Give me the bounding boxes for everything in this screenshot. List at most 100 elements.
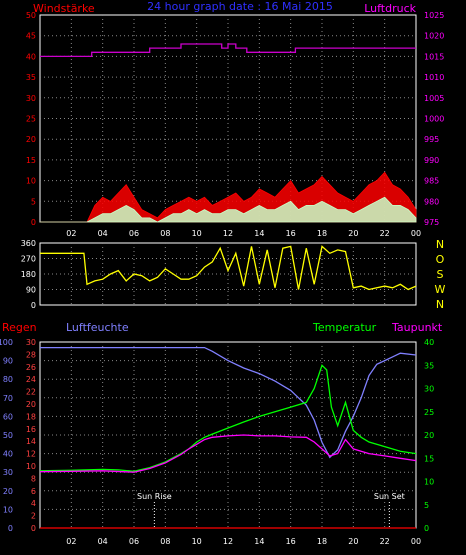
x-tick-label: 14 (254, 229, 264, 238)
temperature-axis-label: Temperatur (312, 321, 377, 334)
wind-tick-label: 50 (26, 11, 36, 20)
temperature-tick-label: 0 (424, 524, 429, 533)
pressure-tick-label: 990 (424, 156, 439, 165)
rain-tick-label: 24 (26, 375, 36, 384)
x-tick-label: 14 (254, 537, 264, 546)
humidity-tick-label: 60 (3, 412, 13, 421)
wind-axis-label: Windstärke (33, 2, 95, 15)
rain-tick-label: 30 (26, 338, 36, 347)
rain-tick-label: 28 (26, 350, 36, 359)
rain-tick-label: 6 (31, 487, 36, 496)
humidity-tick-label: 80 (3, 375, 13, 384)
sun-annotations: Sun Rise Sun Set (137, 492, 405, 528)
wind-tick-label: 15 (26, 156, 36, 165)
rain-tick-label: 22 (26, 388, 36, 397)
direction-tick-label: 270 (21, 255, 36, 264)
x-tick-label: 04 (98, 537, 108, 546)
x-tick-label: 06 (129, 229, 139, 238)
wind-series-area (40, 196, 417, 223)
rain-tick-label: 20 (26, 400, 36, 409)
wind-pressure-series (40, 43, 417, 223)
x-tick-label: 08 (160, 537, 170, 546)
x-tick-label: 18 (317, 229, 327, 238)
wind-tick-label: 25 (26, 115, 36, 124)
rain-tick-label: 2 (31, 512, 36, 521)
humidity-tick-label: 10 (3, 505, 13, 514)
compass-label: N (436, 238, 444, 251)
x-tick-label: 20 (348, 537, 358, 546)
compass-label: O (436, 253, 445, 266)
x-tick-label: 18 (317, 537, 327, 546)
rain-tick-label: 0 (31, 524, 36, 533)
direction-tick-label: 180 (21, 270, 36, 279)
x-tick-label: 04 (98, 229, 108, 238)
wind-tick-label: 35 (26, 73, 36, 82)
wind-tick-label: 5 (31, 197, 36, 206)
dewpoint-axis-label: Taupunkt (391, 321, 443, 334)
temperature-ticks: 0 5 10 15 20 25 30 35 40 (424, 338, 434, 533)
x-tick-label: 10 (192, 537, 202, 546)
humidity-tick-label: 90 (3, 357, 13, 366)
humidity-tick-label: 20 (3, 487, 13, 496)
pressure-tick-label: 980 (424, 197, 439, 206)
dewpoint-series-line (39, 434, 417, 473)
wind-ticks: 0 5 10 15 20 25 30 35 40 45 50 (26, 11, 36, 227)
humidity-tick-label: 0 (8, 524, 13, 533)
wind-pressure-grid (40, 15, 416, 222)
rain-tick-label: 18 (26, 412, 36, 421)
temperature-tick-label: 5 (424, 501, 429, 510)
x-tick-label: 00 (411, 229, 421, 238)
pressure-tick-label: 1000 (424, 115, 444, 124)
wind-tick-label: 40 (26, 52, 36, 61)
sun-marker-label: Sun Rise (137, 492, 172, 501)
x-tick-label: 00 (411, 537, 421, 546)
x-tick-label: 06 (129, 537, 139, 546)
direction-tick-label: 90 (26, 286, 36, 295)
temperature-tick-label: 25 (424, 408, 434, 417)
pressure-ticks: 975 980 985 990 995 1000 1005 1010 1015 1020 1025 (424, 11, 444, 227)
humidity-tick-label: 50 (3, 431, 13, 440)
humidity-tick-label: 70 (3, 394, 13, 403)
graph-title: 24 hour graph date : 16 Mai 2015 (147, 0, 333, 13)
rain-tick-label: 10 (26, 462, 36, 471)
wind-tick-label: 45 (26, 32, 36, 41)
temperature-series-line (39, 364, 417, 472)
pressure-tick-label: 1020 (424, 32, 444, 41)
humidity-axis-label: Luftfeuchte (66, 321, 129, 334)
rain-tick-label: 12 (26, 450, 36, 459)
pressure-axis-label: Luftdruck (364, 2, 416, 15)
temp-x-ticks: 02 04 06 08 10 12 14 16 18 20 22 00 (66, 537, 421, 546)
temp-humidity-series (39, 346, 417, 529)
wind-tick-label: 20 (26, 135, 36, 144)
x-tick-label: 22 (380, 537, 390, 546)
compass-label: W (435, 283, 446, 296)
rain-tick-label: 26 (26, 363, 36, 372)
pressure-tick-label: 1010 (424, 73, 444, 82)
temperature-tick-label: 40 (424, 338, 434, 347)
temperature-tick-label: 15 (424, 454, 434, 463)
direction-tick-label: 360 (21, 239, 36, 248)
x-tick-label: 22 (380, 229, 390, 238)
rain-axis-label: Regen (2, 321, 37, 334)
compass-label: N (436, 298, 444, 311)
pressure-series-line (40, 43, 416, 58)
compass-label: S (437, 268, 444, 281)
humidity-series-line (40, 346, 417, 459)
wind-tick-label: 0 (31, 218, 36, 227)
humidity-tick-label: 30 (3, 468, 13, 477)
pressure-tick-label: 985 (424, 177, 439, 186)
x-tick-label: 12 (223, 537, 233, 546)
x-tick-label: 08 (160, 229, 170, 238)
direction-tick-label: 0 (31, 301, 36, 310)
x-tick-label: 02 (66, 537, 76, 546)
rain-tick-label: 4 (31, 499, 36, 508)
wind-direction-series (40, 245, 417, 291)
pressure-tick-label: 1025 (424, 11, 444, 20)
x-tick-label: 16 (286, 537, 296, 546)
wind-direction-grid (40, 243, 416, 305)
sun-marker-label: Sun Set (374, 492, 405, 501)
